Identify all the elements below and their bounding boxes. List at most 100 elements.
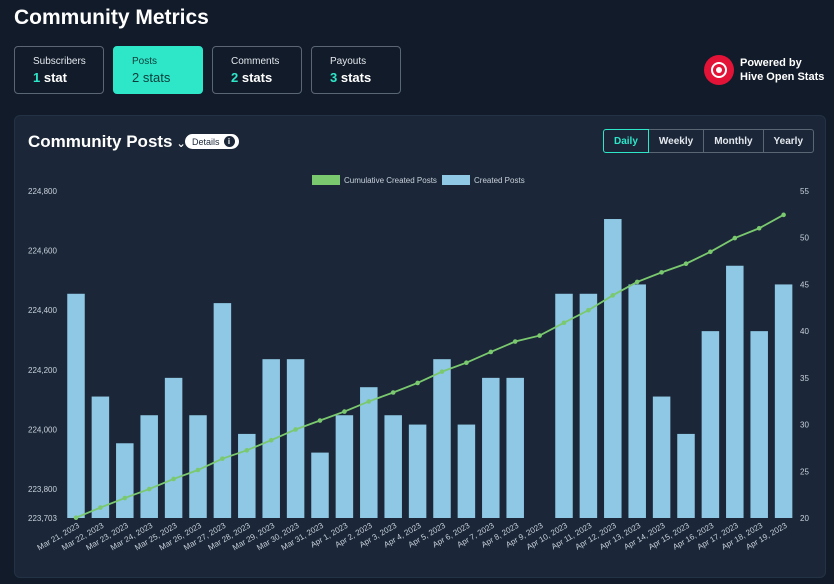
stat-unit: stats [142, 70, 171, 85]
stat-unit: stats [241, 70, 273, 85]
tab-yearly[interactable]: Yearly [762, 129, 815, 153]
bar-created-posts [408, 424, 427, 518]
bar-created-posts [91, 396, 110, 518]
y-right-tick-label: 45 [800, 280, 809, 289]
y-right-tick-label: 20 [800, 514, 809, 523]
chevron-down-icon: ⌄ [176, 138, 186, 150]
bar-created-posts [482, 377, 500, 518]
bar-created-posts [116, 443, 134, 518]
hive-logo-icon [704, 55, 734, 85]
stat-card-label: Posts [132, 56, 158, 67]
point-cumulative-posts [708, 249, 713, 255]
y-left-tick-label: 224,000 [28, 425, 57, 434]
page-title: Community Metrics [14, 6, 209, 29]
point-cumulative-posts [73, 515, 79, 521]
details-label: Details [192, 136, 220, 147]
point-cumulative-posts [610, 293, 616, 298]
panel-title: Community Posts [28, 132, 173, 151]
stat-count: 2 [132, 70, 140, 85]
bar-created-posts [457, 424, 476, 518]
bar-created-posts [701, 331, 720, 518]
point-cumulative-posts [756, 225, 762, 231]
point-cumulative-posts [439, 369, 445, 374]
y-right-tick-label: 55 [800, 187, 809, 196]
point-cumulative-posts [146, 486, 152, 492]
tab-daily[interactable]: Daily [603, 129, 649, 153]
y-left-tick-label: 224,200 [28, 366, 57, 375]
bar-created-posts [750, 331, 768, 518]
point-cumulative-posts [537, 333, 542, 338]
bar-created-posts [67, 293, 85, 518]
point-cumulative-posts [122, 495, 128, 501]
stat-card-value: 2 stats [132, 70, 202, 85]
stat-card-label: Subscribers [33, 56, 86, 67]
legend-label-created: Created Posts [474, 176, 525, 185]
powered-by[interactable]: Powered by Hive Open Stats [704, 55, 824, 85]
y-left-tick-label: 223,703 [28, 514, 57, 523]
stat-card-label: Payouts [330, 56, 367, 67]
bar-created-posts [604, 219, 622, 518]
point-cumulative-posts [561, 320, 567, 326]
point-cumulative-posts [195, 467, 201, 473]
bar-created-posts [360, 387, 378, 518]
powered-by-line2: Hive Open Stats [740, 71, 825, 83]
bar-created-posts [726, 265, 744, 518]
point-cumulative-posts [415, 380, 420, 386]
bar-created-posts [433, 359, 451, 518]
bar-created-posts [335, 415, 354, 518]
point-cumulative-posts [586, 307, 591, 313]
bar-created-posts [628, 284, 646, 518]
point-cumulative-posts [220, 456, 225, 461]
powered-by-line1: Powered by [740, 57, 802, 69]
bar-created-posts [140, 415, 158, 518]
stat-card-comments[interactable]: Comments 2 stats [212, 46, 302, 94]
stat-card-payouts[interactable]: Payouts 3 stats [311, 46, 401, 94]
y-left-tick-label: 224,800 [28, 187, 57, 196]
y-left-tick-label: 224,600 [28, 247, 57, 256]
line-cumulative-posts [75, 214, 785, 519]
panel-title-dropdown[interactable]: Community Posts ⌄ [28, 132, 186, 152]
bar-created-posts [774, 284, 793, 518]
bar-created-posts [213, 303, 232, 518]
info-icon: i [223, 136, 235, 147]
stat-card-label: Comments [231, 56, 280, 67]
stat-unit: stat [43, 70, 67, 85]
y-left-tick-label: 223,800 [28, 485, 57, 494]
point-cumulative-posts [512, 339, 518, 344]
y-right-tick-label: 50 [800, 234, 809, 243]
bar-created-posts [652, 396, 671, 518]
point-cumulative-posts [171, 476, 176, 482]
bar-created-posts [555, 293, 573, 518]
stat-card-posts[interactable]: Posts 2 stats [113, 46, 203, 94]
point-cumulative-posts [683, 261, 689, 267]
point-cumulative-posts [634, 279, 640, 285]
legend-label-cumulative: Cumulative Created Posts [344, 176, 437, 185]
point-cumulative-posts [659, 270, 664, 275]
bar-created-posts [579, 293, 598, 518]
bar-created-posts [677, 433, 695, 518]
stat-unit: stats [340, 70, 372, 85]
stat-count: 2 [231, 70, 239, 85]
point-cumulative-posts [732, 235, 738, 241]
y-right-tick-label: 35 [800, 374, 809, 383]
stat-card-value: 1 stat [33, 70, 103, 85]
stat-count: 1 [33, 70, 41, 85]
details-button[interactable]: Details i [185, 134, 239, 149]
y-right-tick-label: 30 [800, 421, 809, 430]
point-cumulative-posts [488, 349, 494, 355]
point-cumulative-posts [464, 360, 469, 365]
y-left-tick-label: 224,400 [28, 306, 57, 315]
point-cumulative-posts [268, 437, 274, 443]
bar-created-posts [311, 452, 329, 518]
stat-card-value: 3 stats [330, 70, 400, 85]
stat-card-value: 2 stats [231, 70, 301, 85]
stat-card-subscribers[interactable]: Subscribers 1 stat [14, 46, 104, 94]
point-cumulative-posts [293, 427, 298, 432]
stat-count: 3 [330, 70, 338, 85]
point-cumulative-posts [244, 448, 250, 453]
powered-by-text: Powered by Hive Open Stats [740, 56, 824, 84]
point-cumulative-posts [781, 212, 786, 218]
point-cumulative-posts [366, 399, 372, 404]
y-right-tick-label: 40 [800, 327, 809, 336]
